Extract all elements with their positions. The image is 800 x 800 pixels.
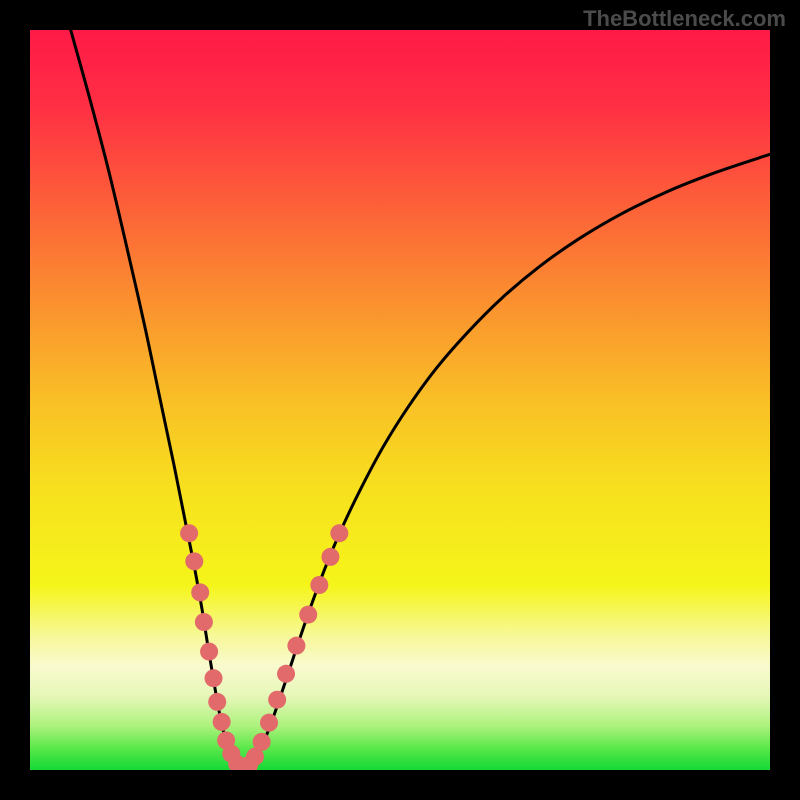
watermark-text: TheBottleneck.com — [583, 6, 786, 32]
data-marker — [180, 524, 198, 542]
data-marker — [200, 643, 218, 661]
data-marker — [213, 713, 231, 731]
bottleneck-curve — [71, 30, 770, 768]
data-marker — [321, 548, 339, 566]
data-marker — [330, 524, 348, 542]
data-marker — [253, 733, 271, 751]
data-marker — [310, 576, 328, 594]
data-marker — [191, 583, 209, 601]
data-marker — [268, 691, 286, 709]
data-marker — [205, 669, 223, 687]
data-marker — [260, 714, 278, 732]
data-marker — [299, 606, 317, 624]
data-markers — [180, 524, 348, 770]
data-marker — [185, 552, 203, 570]
data-marker — [287, 637, 305, 655]
data-marker — [208, 693, 226, 711]
data-marker — [277, 665, 295, 683]
data-marker — [195, 613, 213, 631]
chart-root: TheBottleneck.com — [0, 0, 800, 800]
chart-svg — [30, 30, 770, 770]
